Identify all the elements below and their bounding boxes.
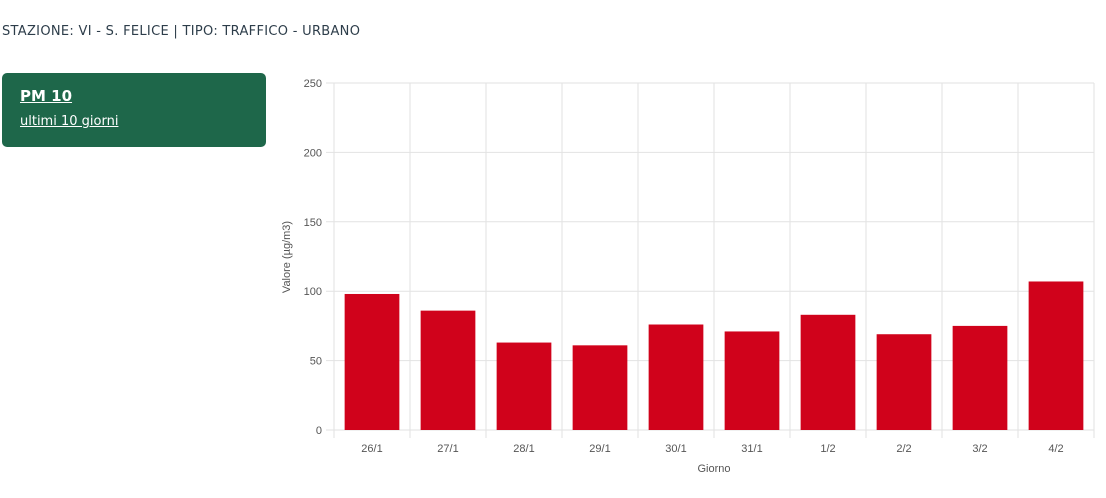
bar-chart: 0 50 100 150 200 250 26/1 27/1 28/1 29/1 30/1 31/1…	[281, 78, 1095, 475]
x-tick-label: 31/1	[741, 443, 762, 455]
bar-27-1[interactable]	[420, 310, 476, 430]
x-tick-label: 26/1	[361, 443, 382, 455]
grid	[326, 82, 1095, 438]
bars	[344, 281, 1084, 430]
y-tick-label: 200	[304, 147, 322, 159]
x-tick-label: 1/2	[820, 443, 835, 455]
y-tick-label: 150	[304, 217, 322, 229]
y-axis-ticks: 0 50 100 150 200 250	[304, 78, 322, 437]
y-axis-label: Valore (µg/m3)	[281, 221, 293, 293]
x-axis-label: Giorno	[697, 463, 730, 475]
bar-31-1[interactable]	[724, 331, 780, 430]
y-tick-label: 100	[304, 286, 322, 298]
pollutant-period-link[interactable]: ultimi 10 giorni	[20, 114, 119, 129]
x-tick-label: 28/1	[513, 443, 534, 455]
pollutant-name-link[interactable]: PM 10	[20, 87, 73, 105]
bar-3-2[interactable]	[952, 325, 1008, 430]
station-title: STAZIONE: VI - S. FELICE | TIPO: TRAFFIC…	[2, 24, 361, 39]
y-tick-label: 0	[316, 425, 322, 437]
bar-29-1[interactable]	[572, 345, 628, 430]
bar-2-2[interactable]	[876, 334, 932, 430]
y-tick-label: 250	[304, 78, 322, 90]
x-tick-label: 27/1	[437, 443, 458, 455]
bar-28-1[interactable]	[496, 342, 552, 430]
bar-4-2[interactable]	[1028, 281, 1084, 430]
x-tick-label: 2/2	[896, 443, 911, 455]
pollutant-card[interactable]: PM 10 ultimi 10 giorni	[2, 73, 266, 147]
y-tick-label: 50	[310, 356, 322, 368]
bar-30-1[interactable]	[648, 324, 704, 430]
x-tick-label: 4/2	[1048, 443, 1063, 455]
x-axis-ticks: 26/1 27/1 28/1 29/1 30/1 31/1 1/2 2/2 3/2 4/2	[361, 443, 1063, 455]
x-tick-label: 30/1	[665, 443, 686, 455]
bar-1-2[interactable]	[800, 314, 856, 430]
x-tick-label: 29/1	[589, 443, 610, 455]
x-tick-label: 3/2	[972, 443, 987, 455]
bar-26-1[interactable]	[344, 293, 400, 430]
